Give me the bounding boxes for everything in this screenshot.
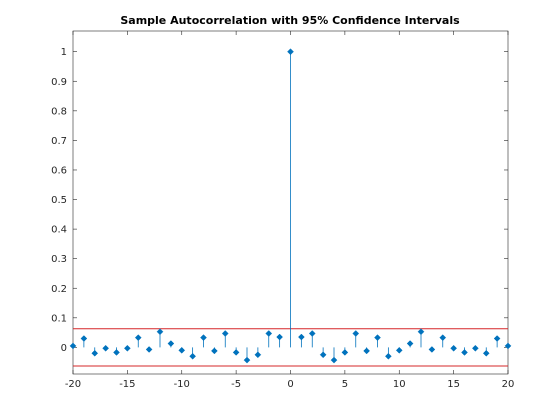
y-tick-label: 0.1 <box>51 313 67 324</box>
acf-point <box>504 342 512 350</box>
x-tick-label: -20 <box>65 379 81 390</box>
chart-title: Sample Autocorrelation with 95% Confiden… <box>120 14 460 27</box>
acf-point <box>156 328 164 336</box>
acf-point <box>439 334 447 341</box>
plot-area: 0 0.1 0.2 0.3 0.4 0.5 0.6 0.7 0.8 0.9 1 -20 -15 -10 -5… <box>51 30 515 390</box>
acf-point <box>461 349 468 356</box>
acf-point <box>482 349 490 357</box>
acf-point <box>145 346 153 353</box>
acf-point <box>330 356 338 364</box>
acf-point <box>428 346 436 353</box>
y-tick-label: 0.7 <box>51 136 67 147</box>
acf-point <box>417 328 425 336</box>
acf-point <box>298 333 305 341</box>
acf-point <box>243 356 251 364</box>
acf-point <box>472 344 479 352</box>
acf-point <box>254 351 262 359</box>
acf-point <box>91 349 99 357</box>
acf-point <box>113 349 120 356</box>
x-tick-label: -5 <box>231 379 241 390</box>
y-tick-label: 0.3 <box>51 254 67 265</box>
x-tick-label: -15 <box>119 379 135 390</box>
acf-point <box>102 344 109 352</box>
x-tick-label: 10 <box>393 379 406 390</box>
acf-point <box>287 48 294 56</box>
x-tick-label: 0 <box>287 379 293 390</box>
acf-point <box>363 347 370 355</box>
acf-point <box>450 344 457 352</box>
acf-point <box>69 342 77 350</box>
acf-point <box>406 340 414 347</box>
y-tick-label: 1 <box>61 47 67 58</box>
acf-point <box>80 335 88 342</box>
y-tick-label: 0.6 <box>51 165 67 176</box>
acf-point <box>352 330 360 337</box>
y-tick-label: 0.8 <box>51 106 67 117</box>
acf-point <box>374 334 381 341</box>
acf-point <box>211 347 218 355</box>
acf-point <box>341 349 349 356</box>
acf-point <box>265 330 273 337</box>
y-tick-label: 0.4 <box>51 225 67 236</box>
acf-point <box>385 352 392 360</box>
acf-point <box>493 335 501 342</box>
y-tick-label: 0.2 <box>51 284 67 295</box>
acf-point <box>134 334 142 341</box>
acf-point <box>276 333 283 341</box>
acf-point <box>395 346 403 354</box>
acf-point <box>167 340 175 347</box>
x-tick-label: 20 <box>502 379 515 390</box>
y-tick-label: 0.5 <box>51 195 67 206</box>
acf-point <box>189 352 196 360</box>
x-tick-label: -10 <box>174 379 190 390</box>
acf-point <box>178 346 186 354</box>
acf-point <box>232 349 240 356</box>
acf-point <box>124 344 131 352</box>
y-tick-label: 0.9 <box>51 77 67 88</box>
acf-point <box>308 330 316 337</box>
x-tick-label: 5 <box>342 379 348 390</box>
acf-point <box>200 334 207 341</box>
acf-point <box>319 351 327 359</box>
y-tick-label: 0 <box>61 343 67 354</box>
acf-point <box>221 330 229 337</box>
x-tick-label: 15 <box>447 379 460 390</box>
